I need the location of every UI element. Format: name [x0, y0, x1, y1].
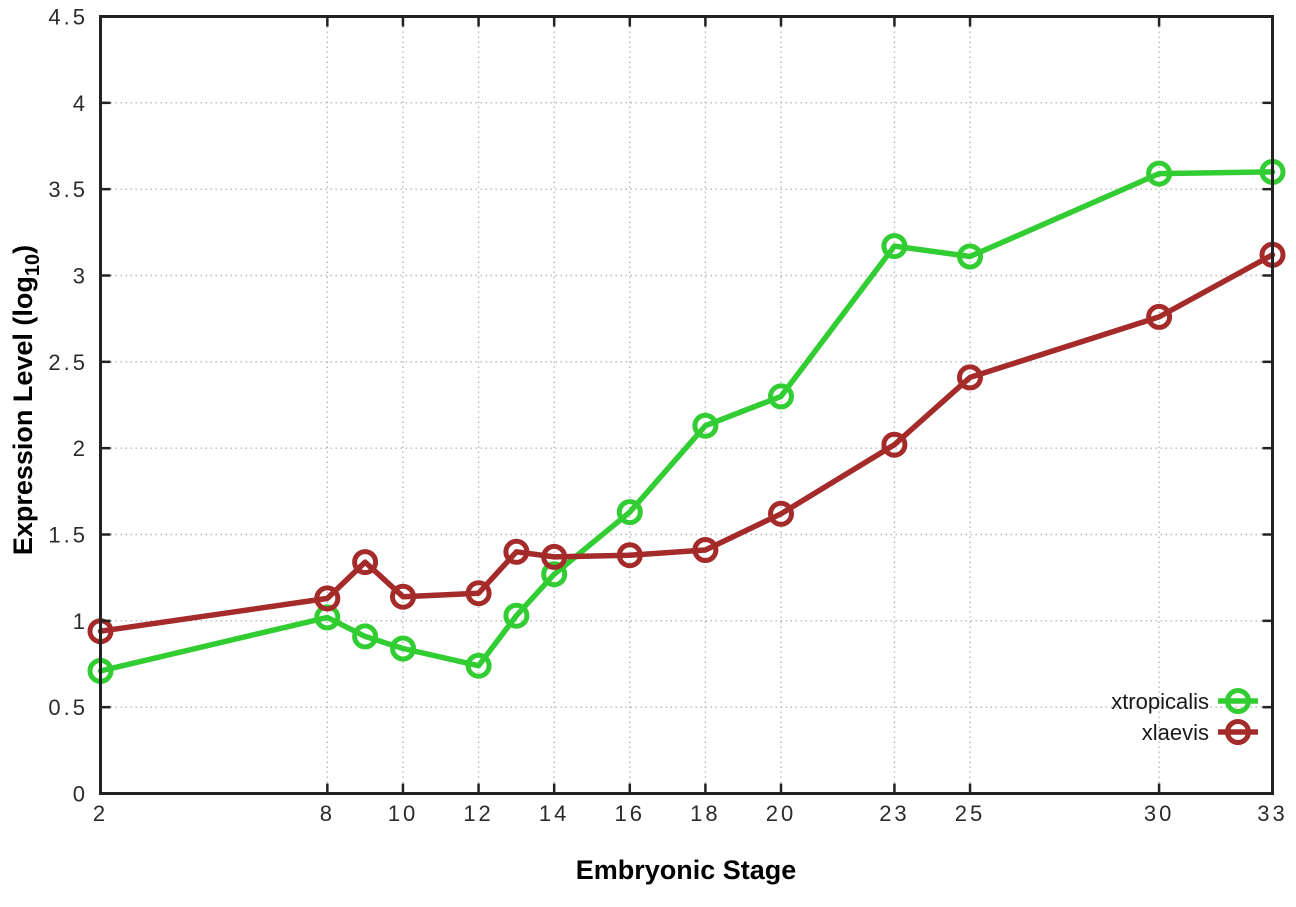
y-tick-label: 0	[73, 782, 88, 807]
x-tick-label: 23	[879, 801, 909, 826]
grid-layer	[100, 16, 1273, 794]
series-layer	[87, 158, 1286, 684]
x-tick-label: 14	[539, 801, 569, 826]
x-tick-label: 20	[766, 801, 796, 826]
series-marker-xlaevis	[465, 580, 492, 607]
series-marker-xlaevis	[768, 500, 794, 527]
x-tick-label: 12	[463, 801, 493, 826]
series-marker-xlaevis	[1146, 303, 1173, 330]
series-marker-xtropicalis	[881, 233, 908, 260]
legend: xtropicalis xlaevis	[1111, 688, 1258, 745]
x-tick-label: 25	[955, 801, 985, 826]
y-tick-label: 0.5	[48, 695, 88, 720]
tick-label-layer: 2 8 10 12 14 16 18 20 23 25 30 33 0 0.5 1 1.5 2 2.5 3 3.5 4 4…	[48, 5, 1287, 827]
x-tick-label: 8	[320, 801, 335, 826]
y-tick-label: 4.5	[48, 5, 88, 30]
y-tick-label: 4	[73, 91, 88, 116]
y-axis-title-main: Expression Level (log	[8, 276, 38, 555]
y-tick-label: 3.5	[48, 177, 88, 202]
legend-marker-xlaevis	[1225, 719, 1251, 745]
series-marker-xlaevis	[692, 537, 719, 563]
series-marker-xlaevis	[390, 583, 416, 610]
y-tick-label: 1.5	[48, 523, 88, 548]
x-tick-label: 33	[1257, 801, 1287, 826]
series-marker-xlaevis	[352, 549, 379, 576]
x-tick-label: 16	[615, 801, 645, 826]
legend-marker-xtropicalis	[1225, 688, 1251, 714]
series-marker-xlaevis	[314, 585, 341, 612]
legend-label-xlaevis: xlaevis	[1142, 720, 1209, 745]
series-marker-xtropicalis	[352, 623, 379, 650]
y-tick-label: 2	[73, 436, 88, 461]
series-marker-xlaevis	[881, 431, 908, 458]
y-tick-label: 1	[73, 609, 88, 634]
series-marker-xlaevis	[616, 542, 643, 569]
series-marker-xlaevis	[503, 538, 530, 565]
series-marker-xtropicalis	[957, 243, 983, 270]
x-tick-label: 10	[388, 801, 418, 826]
x-tick-label: 18	[690, 801, 720, 826]
y-tick-label: 2.5	[48, 350, 88, 375]
series-marker-xtropicalis	[1146, 160, 1173, 187]
y-axis-title-close: )	[8, 245, 38, 254]
frame-layer	[99, 15, 1274, 795]
series-marker-xtropicalis	[692, 412, 719, 439]
y-axis-title-subscript: 10	[22, 254, 44, 276]
series-line-xlaevis	[97, 252, 1276, 634]
series-marker-xtropicalis	[465, 652, 492, 679]
y-tick-label: 3	[73, 264, 88, 289]
y-axis-title: Expression Level (log10)	[8, 245, 44, 555]
x-axis-title: Embryonic Stage	[576, 855, 797, 885]
chart-layers: 2 8 10 12 14 16 18 20 23 25 30 33 0 0.5 1 1.5 2 2.5 3 3.5 4 4…	[48, 5, 1287, 827]
series-marker-xlaevis	[957, 364, 983, 391]
series-marker-xtropicalis	[768, 383, 794, 410]
series-marker-xlaevis	[541, 543, 568, 570]
series-marker-xtropicalis	[541, 561, 568, 588]
series-marker-xtropicalis	[503, 602, 530, 629]
series-marker-xtropicalis	[390, 635, 416, 662]
x-tick-label: 30	[1144, 801, 1174, 826]
plot-border	[99, 15, 1274, 795]
series-line-xtropicalis	[97, 169, 1276, 674]
x-tick-label: 2	[93, 801, 108, 826]
series-marker-xtropicalis	[616, 499, 643, 526]
legend-label-xtropicalis: xtropicalis	[1111, 689, 1209, 714]
